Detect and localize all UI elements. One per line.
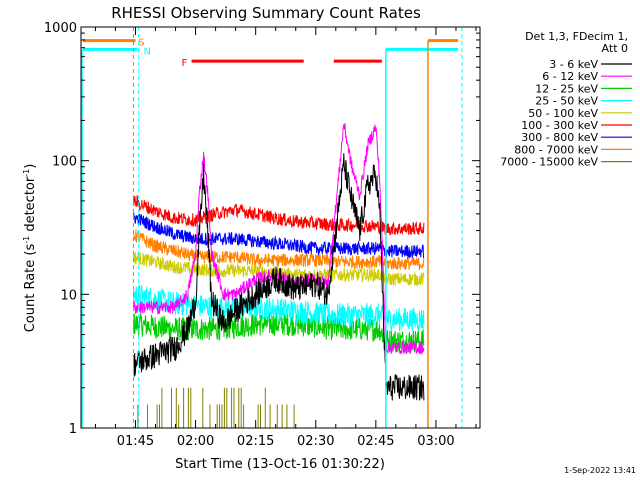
x-tick-label: 02:30	[297, 434, 334, 449]
series-line-0	[133, 153, 425, 401]
legend-entry-label: 7000 - 15000 keV	[500, 156, 598, 169]
flag-label: N	[143, 46, 150, 57]
x-tick-label: 03:00	[417, 434, 454, 449]
series-line-4	[133, 252, 425, 288]
y-tick-label: 100	[52, 155, 77, 170]
x-tick-label: 01:45	[117, 434, 154, 449]
axes: 01:45 02:00 02:15 02:30 02:45 03:00 1 10 100 1000	[44, 21, 481, 449]
y-tick-label: 10	[60, 288, 77, 303]
legend-entry-label: 50 - 100 keV	[528, 107, 598, 120]
legend-entry-label: 800 - 7000 keV	[514, 143, 598, 156]
legend-header-line: Det 1,3, FDecim 1,	[525, 30, 628, 43]
x-tick-label: 02:15	[237, 434, 274, 449]
legend-entry-label: 12 - 25 keV	[535, 82, 598, 95]
series-line-5	[133, 194, 425, 236]
y-tick-label: 1	[69, 422, 77, 437]
series-line-2	[133, 312, 425, 354]
legend-entry-label: 3 - 6 keV	[549, 58, 598, 71]
series-line-7	[133, 229, 425, 271]
x-axis-label: Start Time (13-Oct-16 01:30:22)	[175, 457, 385, 472]
y-axis-label: Count Rate (s-1 detector-1)	[22, 164, 38, 333]
chart-title: RHESSI Observing Summary Count Rates	[111, 4, 421, 22]
series-line-6	[133, 211, 425, 260]
plot-frame	[80, 26, 481, 429]
legend-entry-label: 300 - 800 keV	[521, 131, 598, 144]
series-line-8	[137, 387, 295, 428]
x-tick-label: 02:00	[177, 434, 214, 449]
flag-label: S	[138, 38, 144, 49]
legend-header-line: Att 0	[602, 42, 628, 55]
legend-entry-label: 6 - 12 keV	[542, 70, 598, 83]
y-tick-label: 1000	[44, 21, 77, 36]
footer-timestamp: 1-Sep-2022 13:41	[564, 466, 636, 475]
series-line-3	[133, 284, 425, 333]
series-line-1	[133, 123, 425, 355]
legend-entry-label: 25 - 50 keV	[535, 95, 598, 108]
flag-layer: SN F	[81, 27, 463, 428]
data-layer	[133, 123, 425, 428]
flag-label: F	[182, 58, 188, 69]
x-tick-label: 02:45	[357, 434, 394, 449]
legend-entry-label: 100 - 300 keV	[521, 119, 598, 132]
